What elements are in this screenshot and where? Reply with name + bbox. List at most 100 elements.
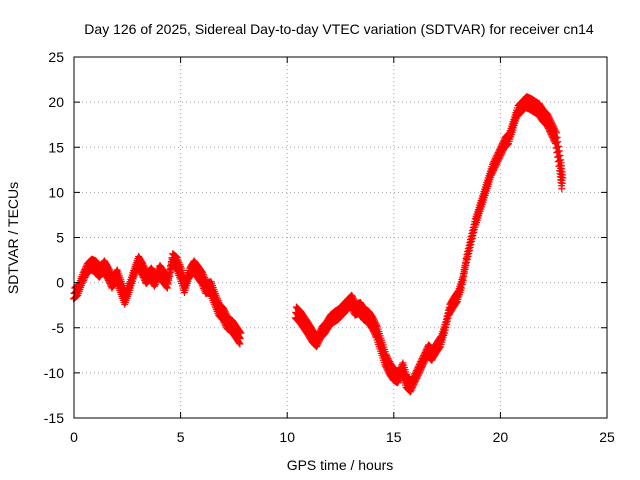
data-point	[551, 126, 559, 134]
data-point	[494, 158, 502, 166]
data-point	[140, 261, 148, 269]
data-point	[140, 263, 148, 271]
x-tick-label: 15	[386, 429, 402, 445]
data-point	[443, 317, 451, 325]
data-point	[151, 281, 159, 289]
data-point	[419, 361, 427, 369]
data-point	[497, 150, 505, 158]
data-point	[441, 329, 449, 337]
data-point	[492, 162, 500, 170]
data-point	[139, 260, 147, 268]
data-point	[491, 164, 499, 172]
data-point	[220, 305, 228, 313]
data-point	[453, 299, 461, 307]
data-point	[313, 341, 321, 349]
data-point	[490, 165, 498, 173]
data-point	[497, 152, 505, 160]
data-point	[441, 326, 449, 334]
data-point	[504, 140, 512, 148]
data-point	[105, 264, 113, 272]
x-tick-label: 25	[599, 429, 615, 445]
data-point	[385, 356, 393, 364]
data-point	[556, 151, 564, 159]
x-tick-label: 10	[279, 429, 295, 445]
data-point	[463, 258, 471, 266]
data-point	[548, 120, 556, 128]
data-point	[443, 320, 451, 328]
data-point	[221, 308, 229, 316]
data-point	[552, 127, 560, 135]
data-point	[151, 282, 159, 290]
data-point	[349, 294, 357, 302]
data-point	[420, 359, 428, 367]
data-point	[469, 231, 477, 239]
data-point	[463, 255, 471, 263]
chart-title: Day 126 of 2025, Sidereal Day-to-day VTE…	[84, 21, 594, 37]
data-point	[315, 337, 323, 345]
data-point	[408, 385, 416, 393]
data-point	[163, 284, 171, 292]
data-point	[80, 275, 88, 283]
data-point	[166, 272, 174, 280]
data-point	[406, 388, 414, 396]
data-point	[78, 280, 86, 288]
data-point	[237, 329, 245, 337]
y-tick-label: 15	[48, 139, 64, 155]
x-tick-labels: 0 5 10 15 20 25	[70, 429, 615, 445]
data-point	[372, 320, 380, 328]
data-point	[419, 362, 427, 370]
data-point	[547, 118, 555, 126]
data-point	[165, 276, 173, 284]
data-point	[314, 340, 322, 348]
data-point	[350, 296, 358, 304]
data-point	[369, 314, 377, 322]
data-point	[348, 291, 356, 299]
x-tick-label: 5	[177, 429, 185, 445]
y-tick-label: -15	[44, 410, 64, 426]
data-point	[546, 115, 554, 123]
data-point	[493, 159, 501, 167]
data-point	[371, 317, 379, 325]
y-tick-labels: -15 -10 -5 0 5 10 15 20 25	[44, 49, 64, 426]
data-point	[468, 234, 476, 242]
data-point	[349, 293, 357, 301]
data-point	[395, 376, 403, 384]
data-point	[370, 315, 378, 323]
data-point	[465, 246, 473, 254]
data-point	[394, 379, 402, 387]
data-point	[462, 261, 470, 269]
data-point	[410, 380, 418, 388]
data-point	[489, 168, 497, 176]
data-point	[382, 350, 390, 358]
data-point	[458, 284, 466, 292]
data-point	[549, 121, 557, 129]
data-point	[444, 314, 452, 322]
data-point	[383, 353, 391, 361]
data-point	[141, 264, 149, 272]
data-point	[555, 142, 563, 150]
data-point	[313, 343, 321, 351]
data-point	[495, 156, 503, 164]
data-point	[152, 279, 160, 287]
data-point	[407, 386, 415, 394]
data-point	[496, 153, 504, 161]
data-point	[412, 376, 420, 384]
data-point	[545, 114, 553, 122]
data-point	[547, 117, 555, 125]
data-point	[383, 351, 391, 359]
data-point	[503, 141, 511, 149]
data-point	[166, 268, 174, 276]
data-point	[105, 266, 113, 274]
data-point	[492, 161, 500, 169]
data-point	[495, 155, 503, 163]
data-point	[467, 240, 475, 248]
data-point	[163, 283, 171, 291]
data-point	[555, 147, 563, 155]
data-point	[466, 243, 474, 251]
data-point	[470, 228, 478, 236]
y-tick-label: 20	[48, 94, 64, 110]
data-point	[221, 306, 229, 314]
data-point	[499, 147, 507, 155]
data-point	[545, 112, 553, 120]
data-point	[415, 370, 423, 378]
